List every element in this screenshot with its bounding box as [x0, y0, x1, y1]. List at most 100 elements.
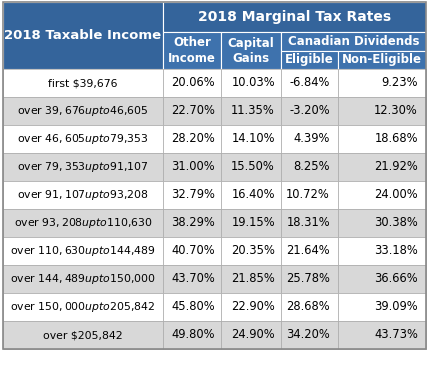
Bar	[221, 125, 281, 153]
Bar	[338, 69, 426, 97]
Bar	[281, 321, 338, 349]
Text: Eligible: Eligible	[285, 54, 334, 66]
Bar	[281, 209, 338, 237]
Text: 11.35%: 11.35%	[231, 104, 275, 117]
Bar	[3, 153, 163, 181]
Bar	[163, 181, 221, 209]
Text: 30.38%: 30.38%	[374, 217, 418, 230]
Text: first $39,676: first $39,676	[48, 78, 118, 88]
Bar	[281, 125, 338, 153]
Text: 20.35%: 20.35%	[231, 245, 275, 258]
Text: -6.84%: -6.84%	[290, 76, 330, 90]
Bar	[3, 125, 163, 153]
Text: 9.23%: 9.23%	[381, 76, 418, 90]
Bar	[281, 153, 338, 181]
Bar	[338, 237, 426, 265]
Text: 32.79%: 32.79%	[171, 189, 215, 201]
Bar	[163, 265, 221, 293]
Text: Canadian Dividends: Canadian Dividends	[288, 35, 419, 48]
Text: 8.25%: 8.25%	[293, 161, 330, 173]
Bar	[3, 209, 163, 237]
Bar	[221, 293, 281, 321]
Text: 24.90%: 24.90%	[231, 328, 275, 341]
Text: 45.80%: 45.80%	[171, 300, 215, 314]
Text: 21.85%: 21.85%	[231, 272, 275, 286]
Text: 28.20%: 28.20%	[171, 132, 215, 145]
Bar	[163, 69, 221, 97]
Bar	[338, 265, 426, 293]
Text: Non-Eligible: Non-Eligible	[342, 54, 422, 66]
Bar	[338, 125, 426, 153]
Bar	[163, 97, 221, 125]
Text: 10.72%: 10.72%	[286, 189, 330, 201]
Bar	[163, 321, 221, 349]
Text: over $91,107 up to $93,208: over $91,107 up to $93,208	[17, 188, 149, 202]
Text: 43.73%: 43.73%	[374, 328, 418, 341]
Text: 39.09%: 39.09%	[375, 300, 418, 314]
Text: Capital
Gains: Capital Gains	[228, 37, 275, 65]
Text: 31.00%: 31.00%	[171, 161, 215, 173]
Bar	[281, 181, 338, 209]
Text: 38.29%: 38.29%	[171, 217, 215, 230]
Bar	[163, 153, 221, 181]
Text: over $150,000 up to $205,842: over $150,000 up to $205,842	[10, 300, 156, 314]
Text: 2018 Taxable Income: 2018 Taxable Income	[4, 29, 162, 42]
Text: over $39,676 up to $46,605: over $39,676 up to $46,605	[17, 104, 149, 118]
Bar	[163, 125, 221, 153]
Text: 34.20%: 34.20%	[286, 328, 330, 341]
Text: 22.70%: 22.70%	[171, 104, 215, 117]
Bar	[338, 209, 426, 237]
Bar	[221, 153, 281, 181]
Text: 16.40%: 16.40%	[232, 189, 275, 201]
Text: 36.66%: 36.66%	[375, 272, 418, 286]
Bar	[281, 237, 338, 265]
Bar	[338, 293, 426, 321]
Text: 25.78%: 25.78%	[286, 272, 330, 286]
Text: 15.50%: 15.50%	[231, 161, 275, 173]
Bar	[221, 237, 281, 265]
Bar	[281, 51, 338, 69]
Bar	[281, 97, 338, 125]
Bar	[338, 97, 426, 125]
Text: 21.92%: 21.92%	[374, 161, 418, 173]
Text: 20.06%: 20.06%	[171, 76, 215, 90]
Text: -3.20%: -3.20%	[290, 104, 330, 117]
Text: over $93,208 up to $110,630: over $93,208 up to $110,630	[14, 216, 152, 230]
Text: 33.18%: 33.18%	[374, 245, 418, 258]
Bar	[3, 265, 163, 293]
Text: over $144,489 up to $150,000: over $144,489 up to $150,000	[10, 272, 156, 286]
Bar	[338, 51, 426, 69]
Text: over $110,630 up to $144,489: over $110,630 up to $144,489	[10, 244, 156, 258]
Bar	[281, 293, 338, 321]
Text: over $205,842: over $205,842	[43, 330, 123, 340]
Bar	[163, 237, 221, 265]
Text: 19.15%: 19.15%	[231, 217, 275, 230]
Bar	[221, 97, 281, 125]
Bar	[3, 69, 163, 97]
Bar	[3, 321, 163, 349]
Text: 4.39%: 4.39%	[293, 132, 330, 145]
Bar	[221, 181, 281, 209]
Bar	[163, 32, 221, 69]
Bar	[163, 2, 426, 32]
Text: 18.31%: 18.31%	[287, 217, 330, 230]
Bar	[221, 265, 281, 293]
Text: over $79,353 up to $91,107: over $79,353 up to $91,107	[17, 160, 149, 174]
Text: over $46,605 up to $79,353: over $46,605 up to $79,353	[17, 132, 149, 146]
Bar	[3, 293, 163, 321]
Bar	[163, 209, 221, 237]
Bar	[3, 237, 163, 265]
Text: Other
Income: Other Income	[168, 37, 216, 65]
Text: 22.90%: 22.90%	[231, 300, 275, 314]
Text: 21.64%: 21.64%	[287, 245, 330, 258]
Bar	[281, 265, 338, 293]
Text: 2018 Marginal Tax Rates: 2018 Marginal Tax Rates	[198, 10, 391, 24]
Text: 28.68%: 28.68%	[287, 300, 330, 314]
Bar	[338, 321, 426, 349]
Bar	[3, 2, 163, 69]
Bar	[3, 97, 163, 125]
Text: 10.03%: 10.03%	[231, 76, 275, 90]
Bar	[3, 181, 163, 209]
Bar	[163, 293, 221, 321]
Bar	[221, 69, 281, 97]
